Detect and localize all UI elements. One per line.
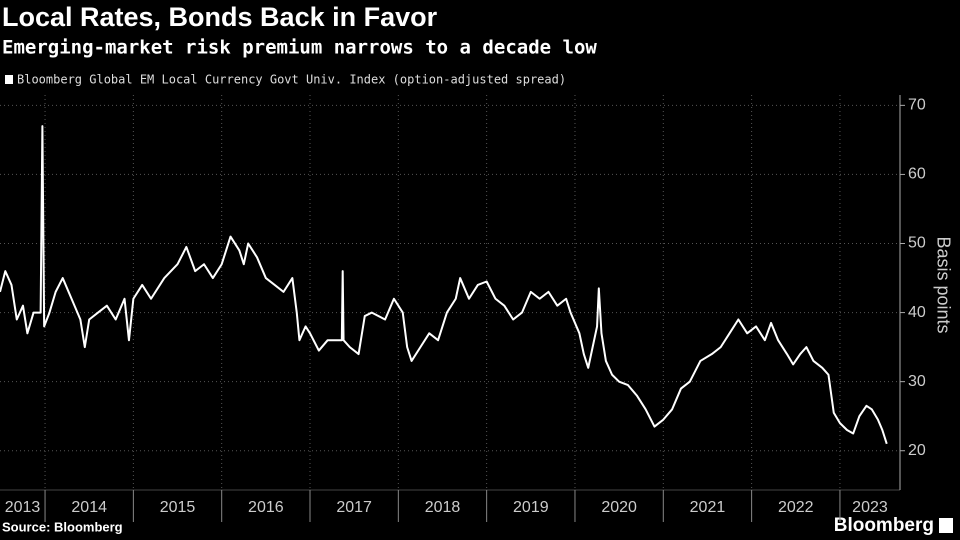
y-tick-label: 30 xyxy=(908,373,926,390)
x-tick-label: 2023 xyxy=(852,499,888,516)
y-tick-label: 50 xyxy=(908,235,926,252)
source: Source: Bloomberg xyxy=(2,519,123,534)
x-tick-label: 2019 xyxy=(513,499,549,516)
legend-swatch xyxy=(5,75,13,84)
chart-title: Local Rates, Bonds Back in Favor xyxy=(2,2,438,32)
y-tick-label: 20 xyxy=(908,442,926,459)
brand-logo: Bloomberg xyxy=(834,515,934,536)
x-tick-label: 2016 xyxy=(248,499,284,516)
data-line xyxy=(0,125,888,445)
x-tick-label: 2020 xyxy=(601,499,637,516)
x-tick-label: 2014 xyxy=(71,499,107,516)
y-tick-label: 70 xyxy=(908,97,926,114)
y-axis-label: Basis points xyxy=(933,236,953,333)
chart-subtitle: Emerging-market risk premium narrows to … xyxy=(2,37,597,59)
x-tick-label: 2022 xyxy=(778,499,814,516)
x-tick-label: 2013 xyxy=(5,499,41,516)
y-tick-label: 60 xyxy=(908,166,926,183)
x-tick-label: 2017 xyxy=(336,499,372,516)
legend-label: Bloomberg Global EM Local Currency Govt … xyxy=(17,73,566,87)
x-tick-label: 2015 xyxy=(160,499,196,516)
brand-icon xyxy=(939,518,953,533)
x-tick-label: 2021 xyxy=(690,499,726,516)
x-tick-label: 2018 xyxy=(425,499,461,516)
y-tick-label: 40 xyxy=(908,304,926,321)
